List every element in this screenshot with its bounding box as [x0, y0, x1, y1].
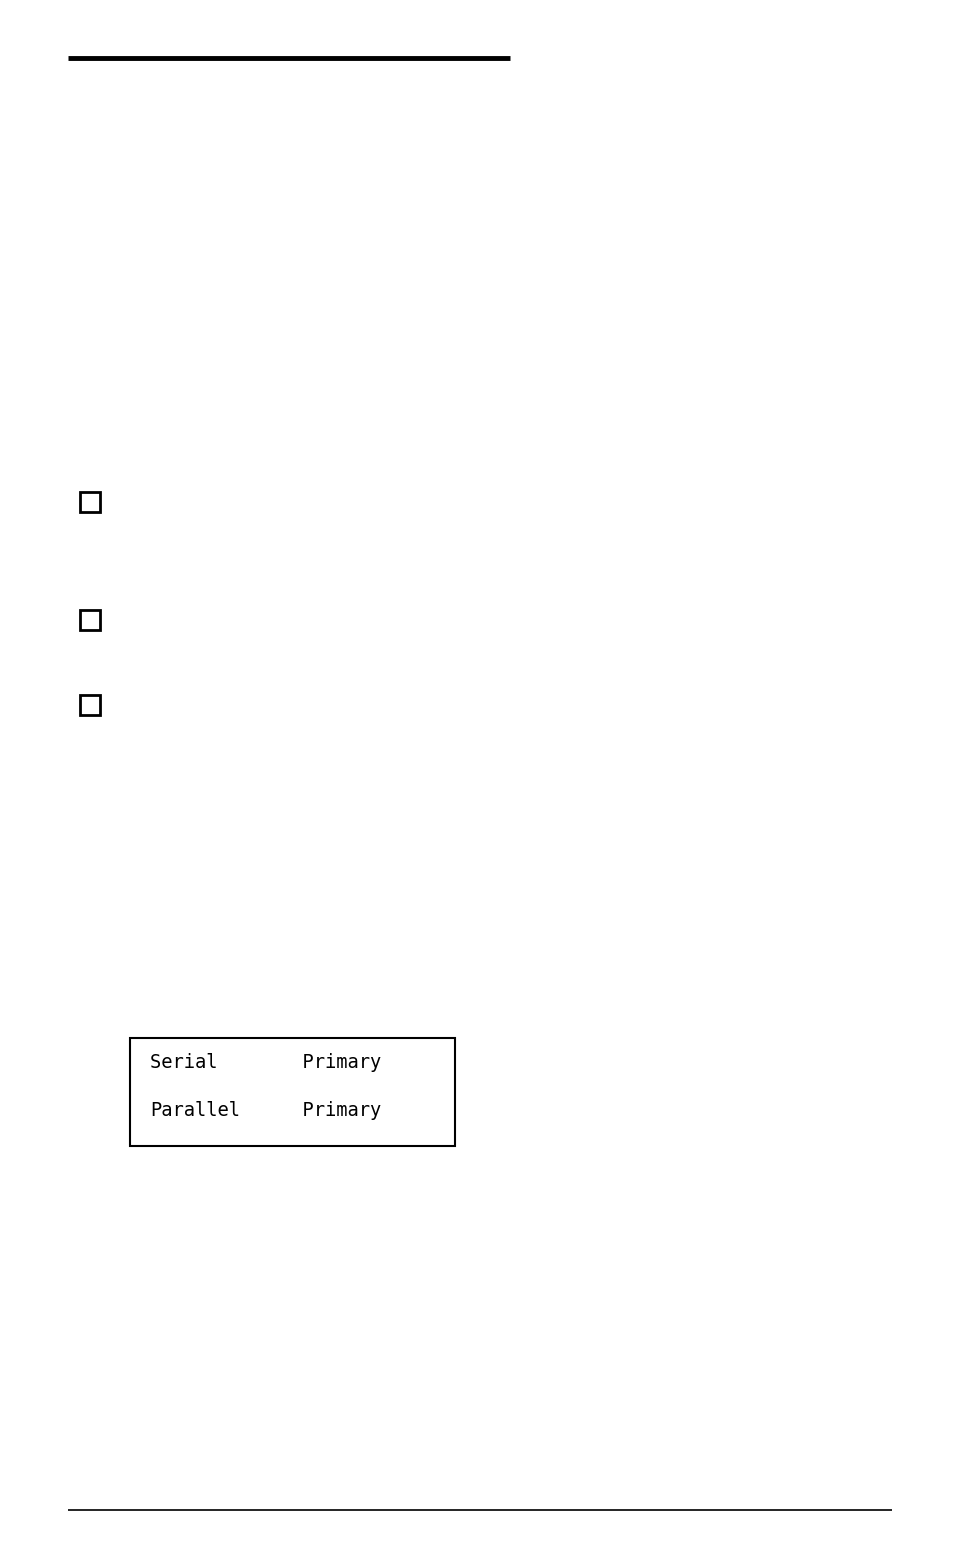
- Text: Primary: Primary: [280, 1053, 381, 1073]
- Text: Serial: Serial: [150, 1053, 240, 1073]
- Bar: [130, 1038, 455, 1146]
- Text: Primary: Primary: [280, 1101, 381, 1119]
- Bar: [80, 695, 100, 715]
- Text: Parallel: Parallel: [150, 1101, 240, 1119]
- Bar: [80, 493, 100, 513]
- Bar: [80, 610, 100, 630]
